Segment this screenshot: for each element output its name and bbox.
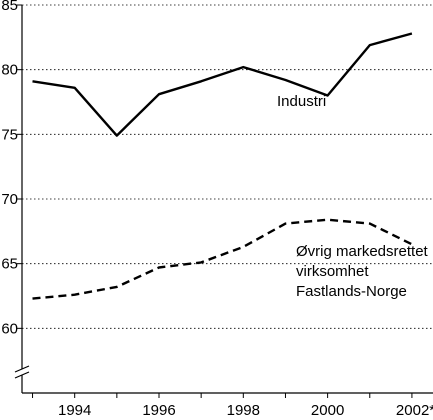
series-label: Fastlands-Norge — [296, 283, 407, 300]
x-tick-label: 1996 — [142, 402, 175, 419]
y-tick-label: 80 — [1, 62, 18, 79]
y-tick-label: 65 — [1, 256, 18, 273]
y-tick-label: 60 — [1, 320, 18, 337]
x-tick-label: 1994 — [58, 402, 91, 419]
series-label: virksomhet — [296, 263, 369, 280]
x-tick-label: 2000 — [311, 402, 344, 419]
grid-lines — [22, 4, 433, 329]
y-tick-label: 75 — [1, 126, 18, 143]
x-tick-labels: 1994 1996 1998 2000 2002* — [32, 393, 433, 419]
x-tick-label: 1998 — [227, 402, 260, 419]
series-line-1 — [32, 32, 413, 137]
series-label: Øvrig markedsrettet — [296, 243, 429, 260]
series — [32, 32, 413, 300]
y-tick-label: 85 — [1, 0, 18, 14]
series-label: Industri — [277, 93, 326, 110]
series-labels: Industri Øvrig markedsrettet virksomhet Fas… — [277, 93, 429, 300]
series-line-2 — [32, 218, 413, 300]
y-tick-label: 70 — [1, 191, 18, 208]
axis-break-marker — [14, 365, 30, 379]
y-tick-labels: 60 65 70 75 80 85 — [1, 0, 22, 337]
x-tick-label: 2002* — [396, 402, 433, 419]
